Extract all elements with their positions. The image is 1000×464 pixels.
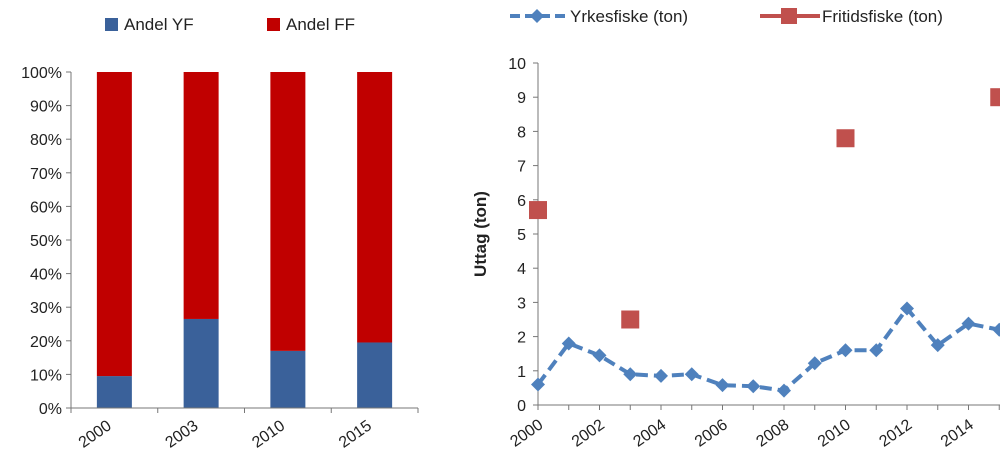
y-tick-label: 3 xyxy=(517,295,526,312)
y-tick-label: 70% xyxy=(30,166,62,183)
x-tick-label: 2002 xyxy=(569,416,608,450)
data-point-yrkesfiske xyxy=(992,322,1000,337)
y-tick-label: 10% xyxy=(30,367,62,384)
y-tick-label: 6 xyxy=(517,193,526,210)
bar-segment-andel-ff xyxy=(357,72,393,343)
y-tick-label: 8 xyxy=(517,124,526,141)
y-tick-label: 5 xyxy=(517,227,526,244)
data-point-yrkesfiske xyxy=(807,356,822,371)
data-point-fritidsfiske xyxy=(529,201,547,220)
data-point-fritidsfiske xyxy=(621,310,640,329)
series-line-yrkesfiske xyxy=(536,306,1000,393)
data-point-yrkesfiske xyxy=(654,368,668,383)
y-tick-label: 4 xyxy=(517,261,526,278)
x-tick-label: 2008 xyxy=(753,416,792,450)
legend-label-fritidsfiske: Fritidsfiske (ton) xyxy=(822,7,943,26)
data-point-yrkesfiske xyxy=(900,301,914,316)
y-axis-title: Uttag (ton) xyxy=(471,191,490,277)
data-point-yrkesfiske xyxy=(777,383,791,398)
y-tick-label: 9 xyxy=(517,90,526,107)
y-tick-label: 2 xyxy=(517,330,526,347)
data-point-yrkesfiske xyxy=(930,338,945,353)
y-tick-label: 100% xyxy=(21,65,62,82)
x-tick-label: 2003 xyxy=(163,417,202,451)
legend-label-yrkesfiske: Yrkesfiske (ton) xyxy=(570,7,688,26)
x-tick-label: 2000 xyxy=(507,416,546,450)
y-tick-label: 50% xyxy=(30,233,62,250)
y-tick-label: 10 xyxy=(508,56,526,73)
x-tick-label: 2010 xyxy=(815,416,854,450)
data-point-yrkesfiske xyxy=(715,378,730,393)
bar-segment-andel-ff xyxy=(96,72,132,377)
legend-marker-yrkesfiske xyxy=(530,9,544,23)
data-point-fritidsfiske xyxy=(990,88,1000,107)
y-tick-label: 80% xyxy=(30,132,62,149)
legend-swatch-2 xyxy=(267,18,280,31)
x-tick-label: 2015 xyxy=(336,417,375,451)
data-point-fritidsfiske xyxy=(836,129,855,148)
x-tick-label: 2014 xyxy=(938,416,977,450)
bar-segment-andel-yf xyxy=(357,342,393,408)
data-point-yrkesfiske xyxy=(961,316,976,331)
bar-segment-andel-yf xyxy=(96,376,132,408)
y-tick-label: 90% xyxy=(30,99,62,116)
bar-segment-andel-ff xyxy=(183,72,219,319)
data-point-yrkesfiske xyxy=(561,336,576,351)
y-tick-label: 0 xyxy=(517,398,526,415)
legend-label-1: Andel YF xyxy=(124,15,194,34)
x-tick-label: 2004 xyxy=(630,416,669,450)
data-point-yrkesfiske xyxy=(838,343,853,358)
x-tick-label: 2010 xyxy=(249,417,288,451)
y-tick-label: 7 xyxy=(517,159,526,176)
y-tick-label: 20% xyxy=(30,334,62,351)
bar-segment-andel-yf xyxy=(183,318,219,408)
bar-segment-andel-ff xyxy=(270,72,306,351)
y-tick-label: 40% xyxy=(30,267,62,284)
data-point-yrkesfiske xyxy=(869,343,884,358)
y-tick-label: 30% xyxy=(30,300,62,317)
x-tick-label: 2012 xyxy=(876,416,915,450)
data-point-yrkesfiske xyxy=(531,377,545,392)
legend-marker-fritidsfiske xyxy=(781,8,797,24)
x-tick-label: 2006 xyxy=(692,416,731,450)
data-point-yrkesfiske xyxy=(623,367,638,382)
data-point-yrkesfiske xyxy=(746,379,761,394)
y-tick-label: 60% xyxy=(30,199,62,216)
legend-swatch-1 xyxy=(105,18,118,31)
data-point-yrkesfiske xyxy=(592,348,607,363)
y-tick-label: 0% xyxy=(39,401,62,418)
x-tick-label: 2000 xyxy=(76,417,115,451)
data-point-yrkesfiske xyxy=(684,367,699,382)
y-tick-label: 1 xyxy=(517,364,526,381)
legend-label-2: Andel FF xyxy=(286,15,355,34)
bar-segment-andel-yf xyxy=(270,350,306,408)
